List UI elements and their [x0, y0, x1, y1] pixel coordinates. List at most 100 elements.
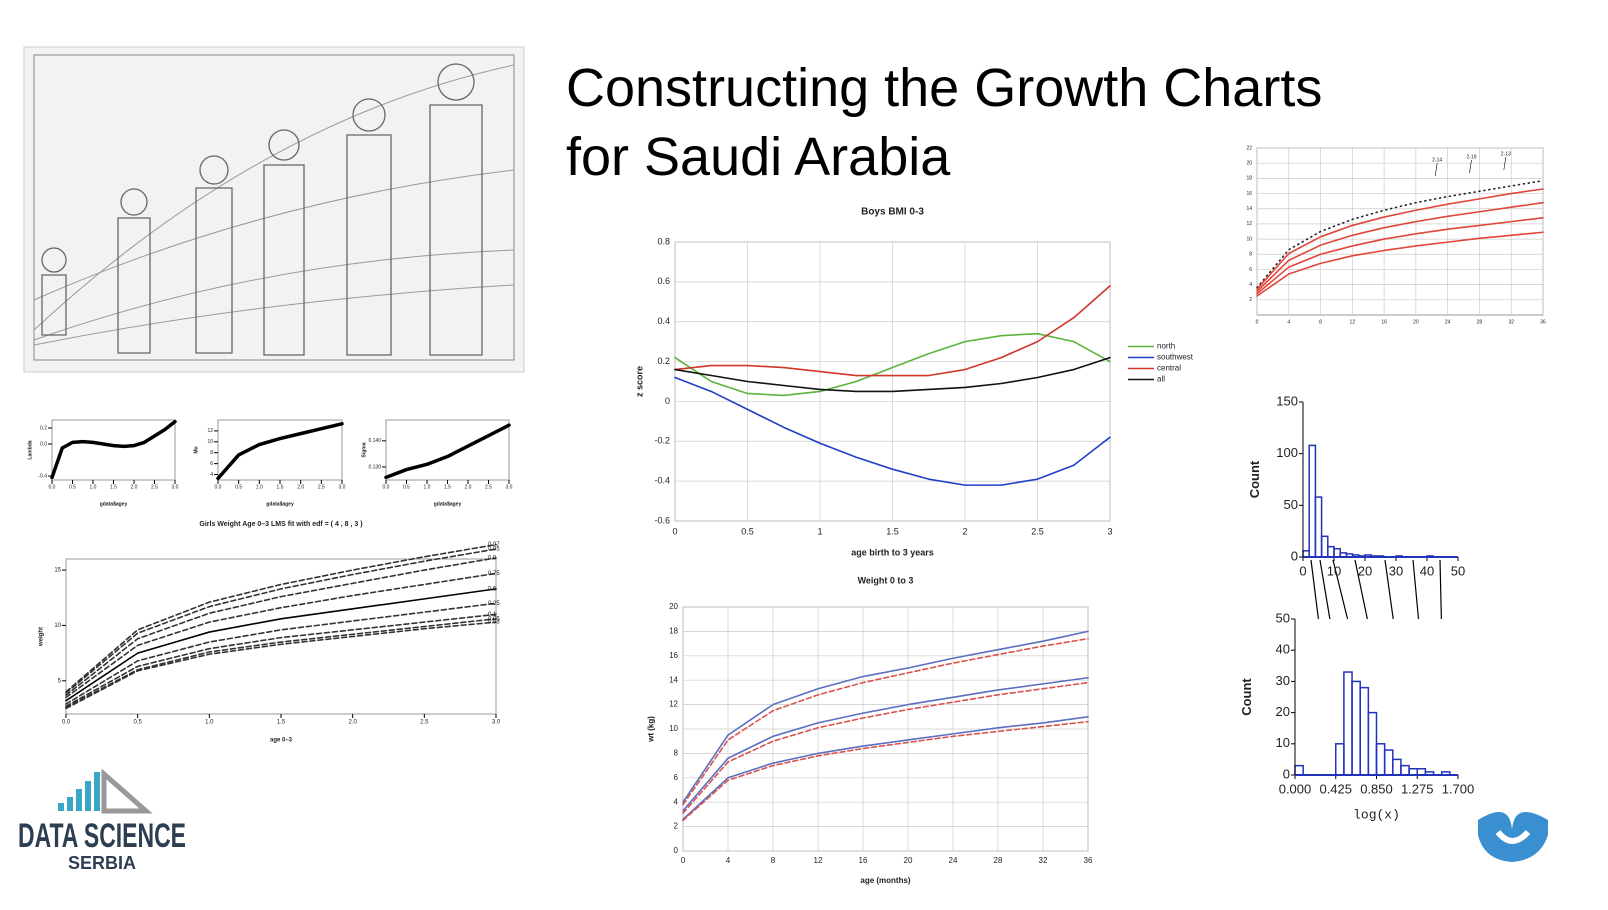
y-tick-label: 0 [665, 396, 670, 406]
plot-area [51, 419, 176, 481]
y-axis-label: Count [1239, 678, 1254, 716]
x-tick-label: 20 [904, 856, 913, 865]
plot-area [1303, 402, 1458, 557]
y-axis-label: Mu [193, 446, 199, 453]
y-axis-label: Lambda [27, 440, 33, 459]
slide-title: for Saudi Arabia [566, 127, 951, 187]
y-tick-label: 0 [674, 846, 679, 855]
x-tick-label: 1.0 [90, 484, 97, 490]
series-line [65, 557, 497, 696]
y-tick-label: 50 [1276, 610, 1290, 625]
y-tick-label: 4 [1249, 282, 1252, 288]
legend-label: all [1157, 375, 1165, 384]
x-tick-label: 1.0 [205, 720, 214, 726]
y-axis-label: weight [38, 627, 44, 647]
y-tick-label: 8 [674, 749, 679, 758]
series-line [65, 572, 497, 699]
x-tick-label: 32 [1039, 856, 1048, 865]
y-tick-label: 2 [1249, 297, 1252, 303]
x-tick-label: 0.5 [235, 484, 242, 490]
series-label: 0.97 [488, 542, 500, 548]
x-tick-label: 0.5 [741, 526, 754, 536]
legend-label: north [1157, 342, 1175, 351]
y-tick-label: -0.4 [38, 473, 47, 479]
x-tick-label: 2.5 [420, 720, 429, 726]
x-tick-label: 2.0 [131, 484, 138, 490]
series-label: 0.9 [488, 555, 497, 561]
series-line [1256, 217, 1544, 295]
x-tick-label: 20 [1358, 563, 1372, 578]
x-tick-label: 0.0 [383, 484, 390, 490]
x-tick-label: 8 [1319, 319, 1322, 325]
y-tick-label: 20 [669, 602, 678, 611]
x-tick-label: 10 [1327, 563, 1341, 578]
x-tick-label: 8 [771, 856, 776, 865]
x-axis-label: gdata$agey [434, 501, 462, 507]
x-tick-label: 2.5 [151, 484, 158, 490]
x-tick-label: 0 [672, 526, 677, 536]
series-line [674, 285, 1111, 377]
series-line [65, 543, 497, 693]
legend-label: southwest [1157, 353, 1194, 362]
series-line [216, 422, 344, 481]
annotation: 2-19 [1466, 154, 1476, 160]
logo-text: SERBIA [68, 853, 136, 873]
y-tick-label: 0 [1291, 548, 1298, 563]
annotation-arrow [1469, 159, 1472, 174]
x-tick-label: 0.5 [69, 484, 76, 490]
series-label: 0.25 [488, 601, 500, 607]
x-tick-label: 0.425 [1319, 781, 1352, 796]
series-label: 0.5 [488, 586, 497, 592]
x-tick-label: 1.5 [277, 720, 286, 726]
x-tick-label: 1.700 [1442, 781, 1475, 796]
y-tick-label: -0.6 [654, 515, 670, 525]
chart-title: Boys BMI 0-3 [861, 207, 924, 218]
y-tick-label: 16 [669, 651, 678, 660]
y-tick-label: 100 [1276, 445, 1298, 460]
y-tick-label: 8 [210, 450, 213, 456]
x-tick-label: 12 [1350, 319, 1356, 325]
y-tick-label: 6 [1249, 267, 1252, 273]
x-tick-label: 2.0 [297, 484, 304, 490]
series-line [384, 423, 511, 480]
x-axis-label: age birth to 3 years [851, 547, 934, 557]
y-tick-label: 0.0 [40, 441, 47, 447]
x-tick-label: 12 [814, 856, 823, 865]
x-tick-label: 2.0 [465, 484, 472, 490]
annotation-arrow [1503, 156, 1507, 171]
x-tick-label: 1.275 [1401, 781, 1434, 796]
series-line [1256, 231, 1544, 297]
series-line [674, 356, 1111, 393]
x-tick-label: 0.850 [1360, 781, 1393, 796]
y-axis-label: wt (kg) [647, 716, 656, 743]
x-tick-label: 1 [817, 526, 822, 536]
x-tick-label: 3.0 [339, 484, 346, 490]
y-tick-label: 10 [207, 439, 213, 445]
y-tick-label: 40 [1276, 642, 1290, 657]
plot-area [385, 419, 510, 481]
x-tick-label: 50 [1451, 563, 1465, 578]
x-tick-label: 2.5 [485, 484, 492, 490]
y-tick-label: 8 [1249, 252, 1252, 258]
x-tick-label: 1.5 [886, 526, 899, 536]
x-tick-label: 16 [1381, 319, 1387, 325]
series-label: 0.95 [488, 547, 500, 553]
series-line [674, 376, 1111, 486]
x-tick-label: 32 [1508, 319, 1514, 325]
y-tick-label: 0.140 [368, 438, 381, 444]
series-line [1256, 179, 1544, 289]
x-tick-label: 3.0 [172, 484, 179, 490]
x-tick-label: 1.5 [110, 484, 117, 490]
series-line [674, 332, 1111, 397]
x-tick-label: 16 [859, 856, 868, 865]
x-tick-label: 0.0 [215, 484, 222, 490]
y-tick-label: 50 [1284, 497, 1298, 512]
x-axis-label: age 0–3 [270, 738, 293, 744]
y-tick-label: 12 [207, 428, 213, 434]
x-tick-label: 28 [994, 856, 1003, 865]
y-tick-label: 14 [1246, 206, 1252, 212]
series-label: 0.1 [488, 612, 497, 618]
y-tick-label: 12 [669, 700, 678, 709]
plot-area [1256, 147, 1544, 316]
